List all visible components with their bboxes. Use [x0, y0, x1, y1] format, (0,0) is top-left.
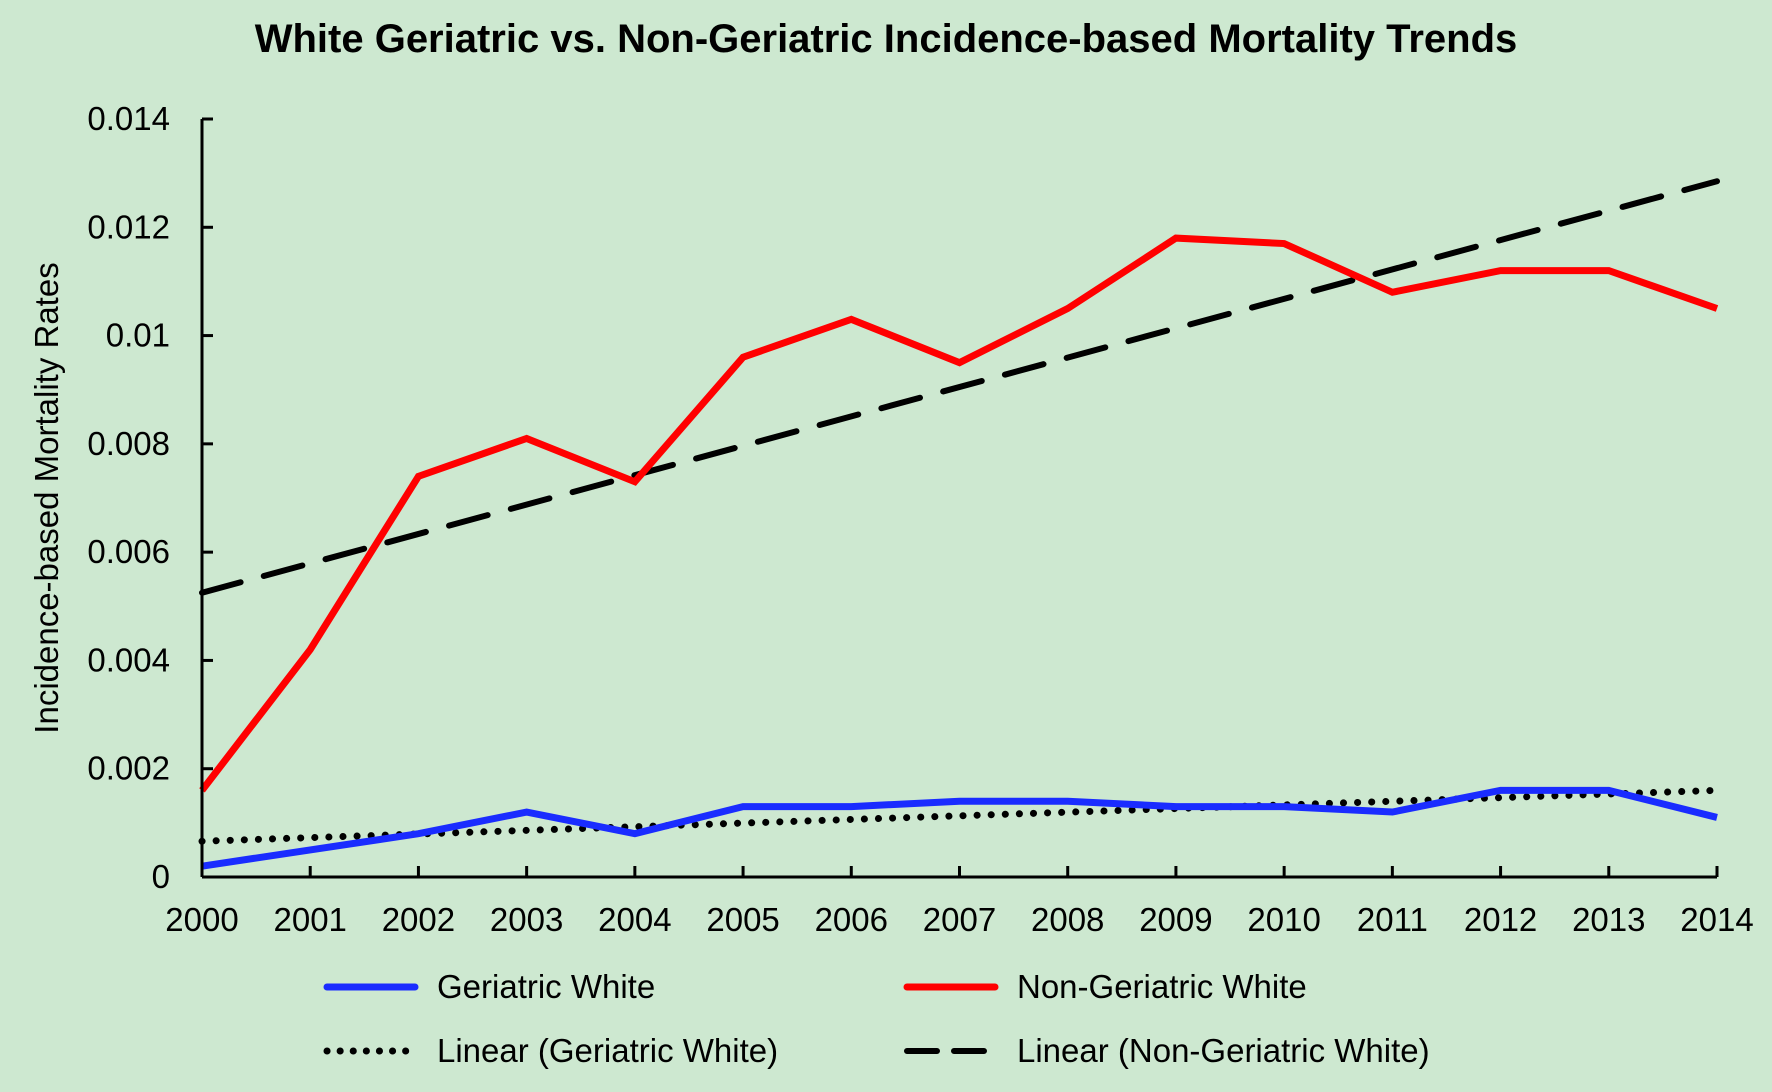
x-tick-label: 2003: [490, 901, 563, 938]
x-tick-label: 2007: [923, 901, 996, 938]
axes: 0 0.002 0.004 0.006 0.008 0.01 0.012 0.014 2000 2…: [87, 100, 1753, 938]
y-tick-label: 0: [152, 858, 170, 895]
x-tick-label: 2014: [1680, 901, 1753, 938]
x-tick-label: 2010: [1247, 901, 1320, 938]
legend: Geriatric White Non-Geriatric White Linear…: [323, 968, 1430, 1069]
x-tick-label: 2006: [815, 901, 888, 938]
x-tick-label: 2000: [165, 901, 238, 938]
legend-item-linear-non-geriatric-white: Linear (Non-Geriatric White): [904, 1032, 1430, 1069]
x-tick-label: 2008: [1031, 901, 1104, 938]
legend-item-geriatric-white: Geriatric White: [323, 968, 655, 1005]
y-tick-label: 0.002: [87, 750, 170, 787]
series-line-linear-geriatric-white: [198, 786, 1721, 845]
x-tick-label: 2002: [382, 901, 455, 938]
plot-area: [198, 178, 1721, 870]
y-tick-label: 0.01: [106, 317, 170, 354]
legend-item-linear-geriatric-white: Linear (Geriatric White): [323, 1032, 778, 1069]
chart-title: White Geriatric vs. Non-Geriatric Incide…: [255, 17, 1518, 61]
series-line-linear-non-geriatric-white: [199, 178, 1720, 596]
legend-label: Linear (Geriatric White): [437, 1032, 778, 1069]
x-tick-label: 2013: [1572, 901, 1645, 938]
x-tick-label: 2012: [1464, 901, 1537, 938]
x-tick-label: 2004: [598, 901, 671, 938]
x-tick-label: 2001: [274, 901, 347, 938]
legend-label: Non-Geriatric White: [1017, 968, 1307, 1005]
x-tick-label: 2009: [1139, 901, 1212, 938]
legend-label: Linear (Non-Geriatric White): [1017, 1032, 1430, 1069]
legend-label: Geriatric White: [437, 968, 655, 1005]
x-tick-label: 2005: [706, 901, 779, 938]
y-tick-label: 0.008: [87, 425, 170, 462]
y-axis-label: Incidence-based Mortality Rates: [28, 262, 65, 733]
y-tick-label: 0.006: [87, 533, 170, 570]
series-line-geriatric-white: [201, 786, 1718, 870]
y-tick-label: 0.012: [87, 208, 170, 245]
legend-item-non-geriatric-white: Non-Geriatric White: [903, 968, 1307, 1005]
series-line-non-geriatric-white: [199, 234, 1719, 793]
x-tick-label: 2011: [1357, 901, 1428, 938]
y-tick-label: 0.004: [87, 641, 170, 678]
y-tick-label: 0.014: [87, 100, 170, 137]
